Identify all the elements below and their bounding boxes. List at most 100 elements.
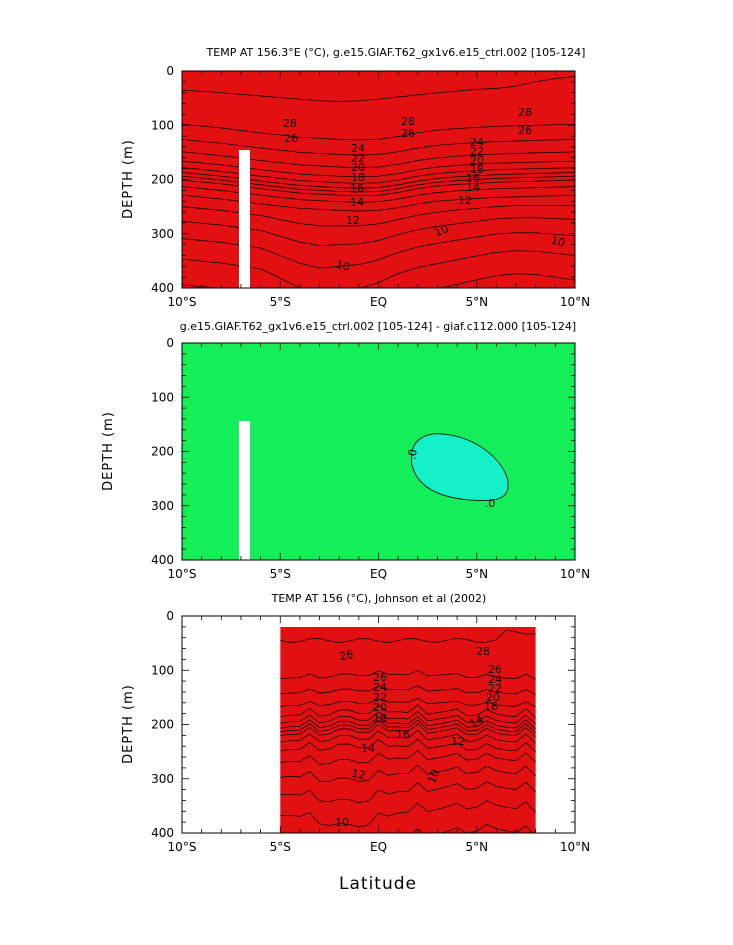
contour-label: 12 (346, 214, 360, 227)
contour-label: 16 (396, 728, 410, 741)
contour-label: 16 (350, 182, 364, 195)
contour-label: 24 (373, 681, 387, 694)
contour-line (182, 151, 575, 168)
contour-line (182, 186, 575, 203)
panel-1-contour-labels: 28 26 28 26 28 26 24 22 20 18 24 22 20 1… (283, 106, 566, 274)
contour-label: 28 (401, 115, 415, 128)
panel-3-plot-area (182, 616, 575, 833)
y-tick-label: 100 (151, 663, 174, 677)
panel-2-title: g.e15.GIAF.T62_gx1v6.e15_ctrl.002 [105-1… (180, 320, 576, 333)
contour-label: 10 (335, 816, 349, 829)
x-tick-label: 5°N (465, 567, 488, 581)
contour-line (182, 172, 575, 189)
x-tick-label: EQ (370, 295, 387, 309)
x-tick-label: 5°S (270, 840, 291, 854)
contour-label: .0 (485, 497, 496, 510)
contour-label: 28 (518, 106, 532, 119)
contour-label: 20 (351, 161, 365, 174)
contour-label: 26 (284, 132, 298, 145)
contour-line (182, 123, 575, 141)
contour-label: 18 (470, 163, 484, 176)
contour-label: 18 (351, 171, 365, 184)
x-tick-label: 10°S (168, 567, 197, 581)
x-tick-label: 10°N (560, 295, 590, 309)
panel-3-y-axis-label: DEPTH (m) (121, 684, 136, 764)
x-tick-label: 5°N (465, 840, 488, 854)
contour-label: 16 (466, 172, 480, 185)
panel-3-title: TEMP AT 156 (°C), Johnson et al (2002) (271, 592, 487, 605)
contour-line (280, 781, 536, 803)
contour-label: 24 (470, 136, 484, 149)
y-tick-label: 400 (151, 553, 174, 567)
panel-1-ticks: 10°S 5°S EQ 5°N 10°N 0 100 200 300 400 (151, 64, 590, 309)
contour-line (182, 76, 575, 102)
panel-2-difference: g.e15.GIAF.T62_gx1v6.e15_ctrl.002 [105-1… (101, 320, 590, 581)
panel-3-contour-bands (182, 616, 575, 833)
contour-line (182, 160, 575, 178)
contour-label: 12 (458, 194, 472, 207)
contour-line (280, 800, 536, 828)
contour-line (280, 719, 536, 734)
contour-line (280, 738, 536, 753)
contour-label: 26 (338, 648, 354, 663)
contour-line (280, 704, 536, 718)
x-tick-label: EQ (370, 567, 387, 581)
panel-1-contour-lines (182, 76, 575, 288)
contour-label: 10 (432, 222, 450, 240)
y-tick-label: 300 (151, 772, 174, 786)
contour-label: 22 (351, 152, 365, 165)
contour-label: 28 (283, 117, 297, 130)
contour-line (280, 670, 536, 680)
contour-line (182, 250, 575, 288)
y-tick-label: 400 (151, 826, 174, 840)
contour-line (280, 729, 536, 744)
x-tick-label: 10°S (168, 295, 197, 309)
contour-label: 22 (488, 682, 502, 695)
contour-label: 24 (351, 142, 365, 155)
panel-2-plot-area (182, 343, 575, 560)
contour-label: 20 (373, 701, 387, 714)
contour-label: 22 (470, 145, 484, 158)
y-tick-label: 300 (151, 499, 174, 513)
x-tick-label: 5°S (270, 295, 291, 309)
contour-label: 10 (334, 258, 351, 274)
x-tick-label: EQ (370, 840, 387, 854)
contour-line (280, 750, 536, 765)
panel-3-contour-lines (280, 629, 536, 833)
contour-label: 20 (470, 154, 484, 167)
contour-label: 10 (549, 234, 566, 250)
contour-label: .0 (405, 448, 420, 461)
contour-line (280, 629, 536, 643)
y-tick-label: 0 (166, 609, 174, 623)
contour-line (182, 194, 575, 212)
contour-line (182, 217, 575, 246)
contour-line (182, 175, 575, 193)
contour-label: 20 (486, 691, 500, 704)
contour-line (280, 697, 536, 708)
contour-band (182, 71, 575, 288)
y-tick-label: 200 (151, 173, 174, 187)
y-tick-label: 100 (151, 118, 174, 132)
y-tick-label: 400 (151, 281, 174, 295)
x-tick-label: 10°N (560, 567, 590, 581)
contour-line (280, 764, 536, 782)
x-tick-label: 5°S (270, 567, 291, 581)
panel-1-contour-bands (182, 71, 575, 288)
x-tick-label: 10°N (560, 840, 590, 854)
x-tick-label: 10°S (168, 840, 197, 854)
contour-label: 12 (351, 767, 367, 782)
panel-1-plot-area (182, 71, 575, 288)
y-tick-label: 200 (151, 718, 174, 732)
contour-label: 24 (488, 673, 502, 686)
panel-3-contour-labels: 26 28 26 24 22 20 18 26 24 22 20 18 16 1… (335, 645, 502, 829)
y-tick-label: 100 (151, 390, 174, 404)
contour-line (280, 715, 536, 730)
contour-line (412, 823, 533, 833)
contour-line (182, 139, 575, 156)
contour-label: 26 (518, 124, 532, 137)
panel-1-model-temperature: TEMP AT 156.3°E (°C), g.e15.GIAF.T62_gx1… (121, 46, 590, 309)
contour-label: 14 (361, 742, 375, 755)
panel-2-y-axis-label: DEPTH (m) (101, 411, 116, 491)
y-tick-label: 300 (151, 227, 174, 241)
